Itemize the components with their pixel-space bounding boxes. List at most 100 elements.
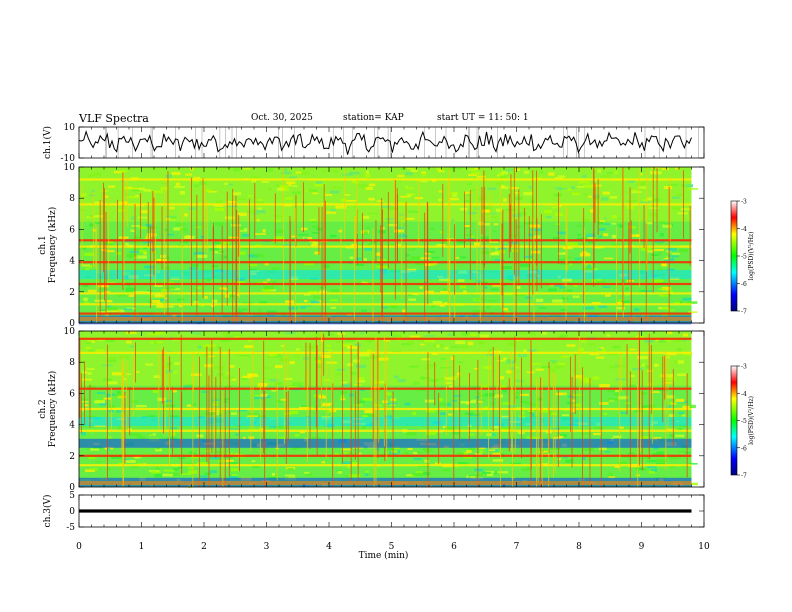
heatmap-cell xyxy=(413,457,422,460)
heatmap-cell xyxy=(674,301,681,304)
sferic-line xyxy=(386,340,388,460)
heatmap-cell xyxy=(658,288,666,290)
heatmap-cell xyxy=(528,185,533,189)
heatmap-cell xyxy=(436,344,440,348)
sferic-line xyxy=(172,386,173,455)
heatmap-cell xyxy=(457,452,464,456)
heatmap-cell xyxy=(237,409,248,412)
sferic-line xyxy=(589,378,591,487)
heatmap-cell xyxy=(521,411,525,415)
heatmap-cell xyxy=(646,197,655,201)
heatmap-cell xyxy=(235,293,240,296)
heatmap-cell xyxy=(126,186,132,189)
heatmap-cell xyxy=(153,331,165,335)
sferic-line xyxy=(306,370,308,463)
heatmap-cell xyxy=(656,459,667,463)
heatmap-cell xyxy=(571,403,582,407)
heatmap-cell xyxy=(559,434,568,437)
heatmap-cell xyxy=(500,385,507,389)
heatmap-cell xyxy=(438,378,445,381)
heatmap-cell xyxy=(185,384,194,387)
heatmap-cell xyxy=(386,244,397,247)
heatmap-upper-wash xyxy=(79,167,692,222)
heatmap-cell xyxy=(662,263,666,267)
heatmap-cell xyxy=(202,345,208,347)
heatmap-cell xyxy=(106,250,115,253)
heatmap-cell xyxy=(577,237,587,241)
heatmap-cell xyxy=(559,334,569,337)
heatmap-cell xyxy=(247,254,259,258)
sferic-line xyxy=(597,179,599,235)
heatmap-cell xyxy=(576,224,582,227)
heatmap-cell xyxy=(90,448,99,451)
heatmap-cell xyxy=(291,191,301,195)
heatmap-cell xyxy=(222,331,231,336)
heatmap-cell xyxy=(381,306,389,309)
heatmap-cell xyxy=(304,237,308,241)
heatmap-cell xyxy=(237,425,241,428)
heatmap-cell xyxy=(120,170,127,173)
heatmap-cell xyxy=(362,357,369,360)
heatmap-cell xyxy=(267,187,272,191)
sferic-line xyxy=(396,187,398,262)
heatmap-cell xyxy=(437,168,445,173)
heatmap-cell xyxy=(676,373,687,377)
sferic-line xyxy=(325,365,327,459)
heatmap-cell xyxy=(544,210,552,214)
sferic-line xyxy=(167,171,169,317)
heatmap-cell xyxy=(459,207,468,211)
heatmap-cell xyxy=(169,473,180,476)
frequency-band xyxy=(79,454,692,457)
heatmap-cell xyxy=(94,299,105,302)
heatmap-cell xyxy=(488,300,496,302)
heatmap-cell xyxy=(247,373,256,377)
sferic-line xyxy=(500,186,501,309)
heatmap-cell xyxy=(467,341,474,346)
sferic-line xyxy=(180,334,182,446)
frequency-band xyxy=(79,351,692,354)
heatmap-cell xyxy=(304,299,308,302)
heatmap-cell xyxy=(661,339,671,342)
heatmap-cell xyxy=(669,401,675,405)
heatmap-cell xyxy=(329,299,339,302)
heatmap-cell xyxy=(584,192,588,196)
heatmap-cell xyxy=(254,254,265,257)
heatmap-cell xyxy=(291,235,297,238)
heatmap-cell xyxy=(244,345,254,349)
colorbar-tick-label: -6 xyxy=(741,445,747,452)
y-tick-label: 8 xyxy=(69,358,75,368)
sferic-line xyxy=(163,174,165,315)
heatmap-cell xyxy=(409,365,420,368)
sferic-line xyxy=(638,331,640,409)
heatmap-cell xyxy=(503,357,507,361)
heatmap-cell xyxy=(274,219,281,223)
sferic-line xyxy=(512,386,513,487)
heatmap-cell xyxy=(82,284,89,288)
sferic-line xyxy=(619,358,621,472)
heatmap-cell xyxy=(470,235,475,238)
sferic-line xyxy=(570,356,571,432)
sferic-line xyxy=(514,363,516,453)
sferic-line xyxy=(107,344,108,480)
heatmap-cell xyxy=(193,184,199,188)
heatmap-cell xyxy=(464,200,470,203)
heatmap-cell xyxy=(405,259,412,262)
heatmap-cell xyxy=(424,399,435,403)
heatmap-cell xyxy=(554,365,564,369)
heatmap-cell xyxy=(314,251,320,255)
heatmap-cell xyxy=(368,242,372,246)
heatmap-cell xyxy=(678,412,684,414)
heatmap-cell xyxy=(555,392,563,396)
heatmap-cell xyxy=(391,450,398,454)
heatmap-cell xyxy=(478,340,485,345)
heatmap-cell xyxy=(552,437,561,440)
heatmap-cell xyxy=(81,264,90,267)
heatmap-cell xyxy=(578,348,584,352)
sferic-line xyxy=(489,193,491,259)
heatmap-cell xyxy=(639,392,647,396)
heatmap-cell xyxy=(298,233,309,236)
heatmap-cell xyxy=(179,241,189,243)
sferic-line xyxy=(181,392,183,475)
heatmap-cell xyxy=(231,378,237,381)
heatmap-cell xyxy=(523,255,533,258)
